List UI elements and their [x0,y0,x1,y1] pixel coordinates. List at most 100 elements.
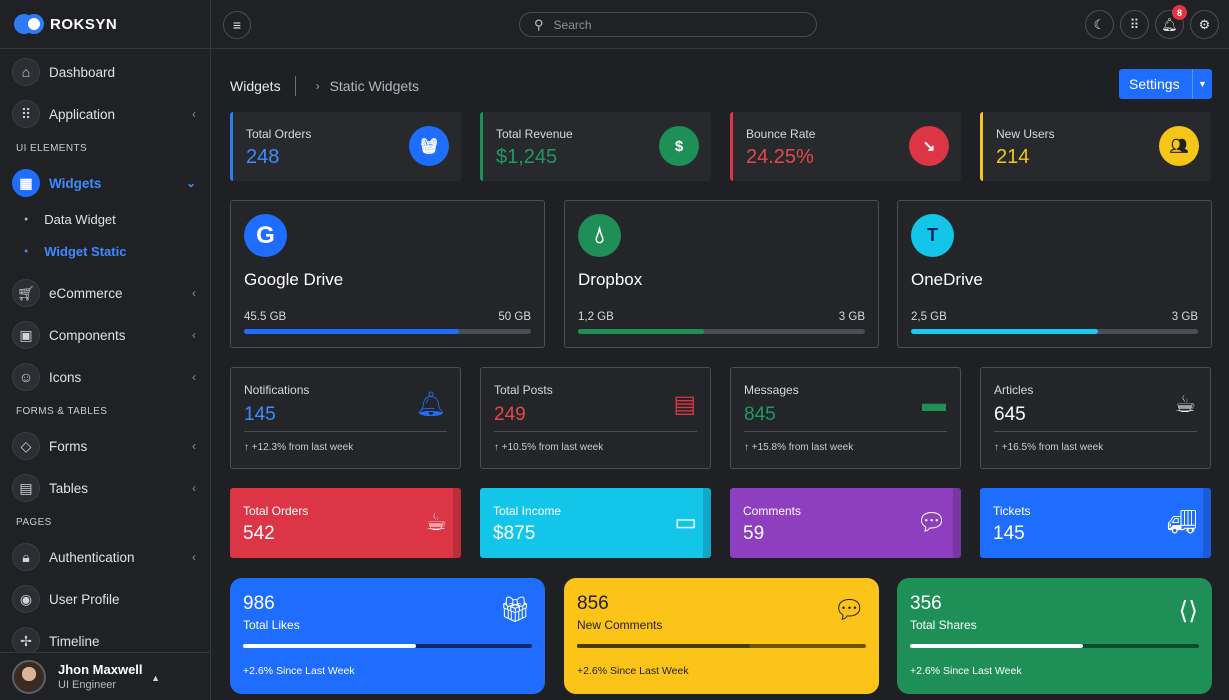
stat-card-bounce-rate: Bounce Rate 24.25% ↘ [730,112,961,181]
sidebar-item-tables[interactable]: ▤ Tables ‹ [12,473,198,503]
breadcrumb-divider [294,76,296,96]
storage-card-dropbox: 💧︎ Dropbox 1,2 GB 3 GB [564,200,879,348]
profile-role: UI Engineer [58,679,117,691]
notification-badge: 8 [1172,5,1187,20]
big-card-total-likes: 986 Total Likes 🎁︎ +2.6% Since Last Week [230,578,545,694]
sidebar-item-label: Components [49,327,126,343]
bell-icon: 🔔︎ [415,391,446,418]
widgets-icon: ▦ [12,169,40,197]
sidebar-item-authentication[interactable]: 🔒︎ Authentication ‹ [12,542,198,572]
sidebar-item-label: Icons [49,369,82,385]
stat-title: New Users [996,127,1055,141]
breadcrumb-main[interactable]: Widgets [230,78,281,94]
sidebar-item-application[interactable]: ⠿ Application ‹ [12,99,198,129]
apps-grid-icon: ⠿ [1129,16,1140,32]
stat-footer: ↑ +15.8% from last week [744,442,854,453]
logo-icon [14,14,44,34]
drop-icon: 💧︎ [578,214,621,257]
solid-card-total-orders: Total Orders 542 ☕︎ [230,488,461,558]
stat-title: Messages [744,383,799,397]
accent-bar [730,112,733,181]
message-icon: ▤ [673,391,696,418]
stat-title: New Comments [577,618,663,632]
stat-value: 845 [744,404,776,425]
lock-icon: 🔒︎ [12,543,40,571]
wallet-icon: ▭ [674,509,697,536]
divider [244,431,447,432]
sidebar-item-components[interactable]: ▣ Components ‹ [12,320,198,350]
stat-value: 24.25% [746,146,814,168]
stat-card-new-users: New Users 214 👥︎ [980,112,1211,181]
sidebar-item-widgets[interactable]: ▦ Widgets ⌄ [12,168,198,198]
stat-value: 249 [494,404,526,425]
search-box[interactable]: ⚲ [519,12,817,37]
settings-gear-button[interactable]: ⚙ [1190,10,1219,39]
stat-card-messages: Messages 845 ▬ ↑ +15.8% from last week [730,367,961,469]
stat-footer: +2.6% Since Last Week [577,665,689,677]
gear-icon: ⚙ [1198,16,1211,32]
diamond-icon: ◇ [12,432,40,460]
chat-dots-icon: 💬︎ [833,596,865,624]
progress-fill [911,329,1098,334]
stat-title: Articles [994,383,1034,397]
menu-toggle-button[interactable]: ≡ [223,11,251,39]
sidebar-item-label: Forms [49,438,88,454]
notifications-button[interactable]: 🔔︎ 8 [1155,5,1187,39]
caret-up-icon: ▲ [151,673,160,683]
solid-card-total-income: Total Income $875 ▭ [480,488,711,558]
progress-fill [910,644,1084,648]
stat-card-total-posts: Total Posts 249 ▤ ↑ +10.5% from last wee… [480,367,711,469]
basket-icon: 🧺︎ [409,126,449,166]
storage-name: OneDrive [911,270,983,289]
bell-icon: 🔔︎ [1161,16,1178,32]
stat-footer: ↑ +12.3% from last week [244,442,354,453]
brand[interactable]: ROKSYN [0,0,210,49]
chevron-left-icon: ‹ [192,439,196,453]
search-input[interactable] [553,17,794,32]
stat-title: Bounce Rate [746,127,816,141]
storage-card-onedrive: T OneDrive 2,5 GB 3 GB [897,200,1212,348]
stat-value: 856 [577,593,609,614]
sidebar-item-forms[interactable]: ◇ Forms ‹ [12,431,198,461]
home-icon: ⌂ [12,58,40,86]
settings-button-label: Settings [1119,69,1193,99]
stat-footer: ↑ +10.5% from last week [494,442,604,453]
sidebar-item-user-profile[interactable]: ◉ User Profile [12,584,198,614]
storage-name: Dropbox [578,270,643,289]
storage-progress [244,329,531,334]
solid-card-comments: Comments 59 💬︎ [730,488,961,558]
sidebar-item-label: eCommerce [49,285,123,301]
stat-value: 356 [910,593,942,614]
stat-footer: ↑ +16.5% from last week [994,442,1104,453]
stat-value: 145 [244,404,276,425]
sidebar-item-icons[interactable]: ☺ Icons ‹ [12,362,198,392]
chevron-left-icon: ‹ [192,107,196,121]
breadcrumb-current: Static Widgets [329,78,420,94]
settings-dropdown-button[interactable]: Settings ▼ [1119,69,1212,99]
apps-button[interactable]: ⠿ [1120,10,1149,39]
sidebar-item-dashboard[interactable]: ⌂ Dashboard [12,57,198,87]
progress-fill [244,329,460,334]
progress-fill [243,644,417,648]
chart-down-icon: ↘ [909,126,949,166]
sidebar-subitem-data-widget[interactable]: ● Data Widget [24,212,116,227]
share-icon: ⟨⟩ [1178,597,1198,625]
chevron-right-icon: › [315,79,320,93]
sidebar-item-ecommerce[interactable]: 🛒︎ eCommerce ‹ [12,278,198,308]
chevron-left-icon: ‹ [192,328,196,342]
accent-bar [980,112,983,181]
sidebar-item-timeline[interactable]: ✢ Timeline [12,626,198,656]
sidebar-item-label: Timeline [49,633,100,649]
user-profile-menu[interactable]: Jhon Maxwell UI Engineer ▲ [0,652,210,700]
cup-icon: ☕︎ [425,509,447,536]
theme-toggle-button[interactable]: ☾ [1085,10,1114,39]
cart-icon: 🛒︎ [12,279,40,307]
stat-value: 214 [996,146,1030,168]
table-icon: ▤ [12,474,40,502]
sidebar-subitem-widget-static[interactable]: ● Widget Static [24,244,126,259]
stat-title: Comments [743,504,802,518]
stat-value: 542 [243,523,275,544]
storage-progress [911,329,1198,334]
truck-icon: 🚚︎ [1166,509,1197,536]
caret-down-icon: ▼ [1198,79,1207,89]
